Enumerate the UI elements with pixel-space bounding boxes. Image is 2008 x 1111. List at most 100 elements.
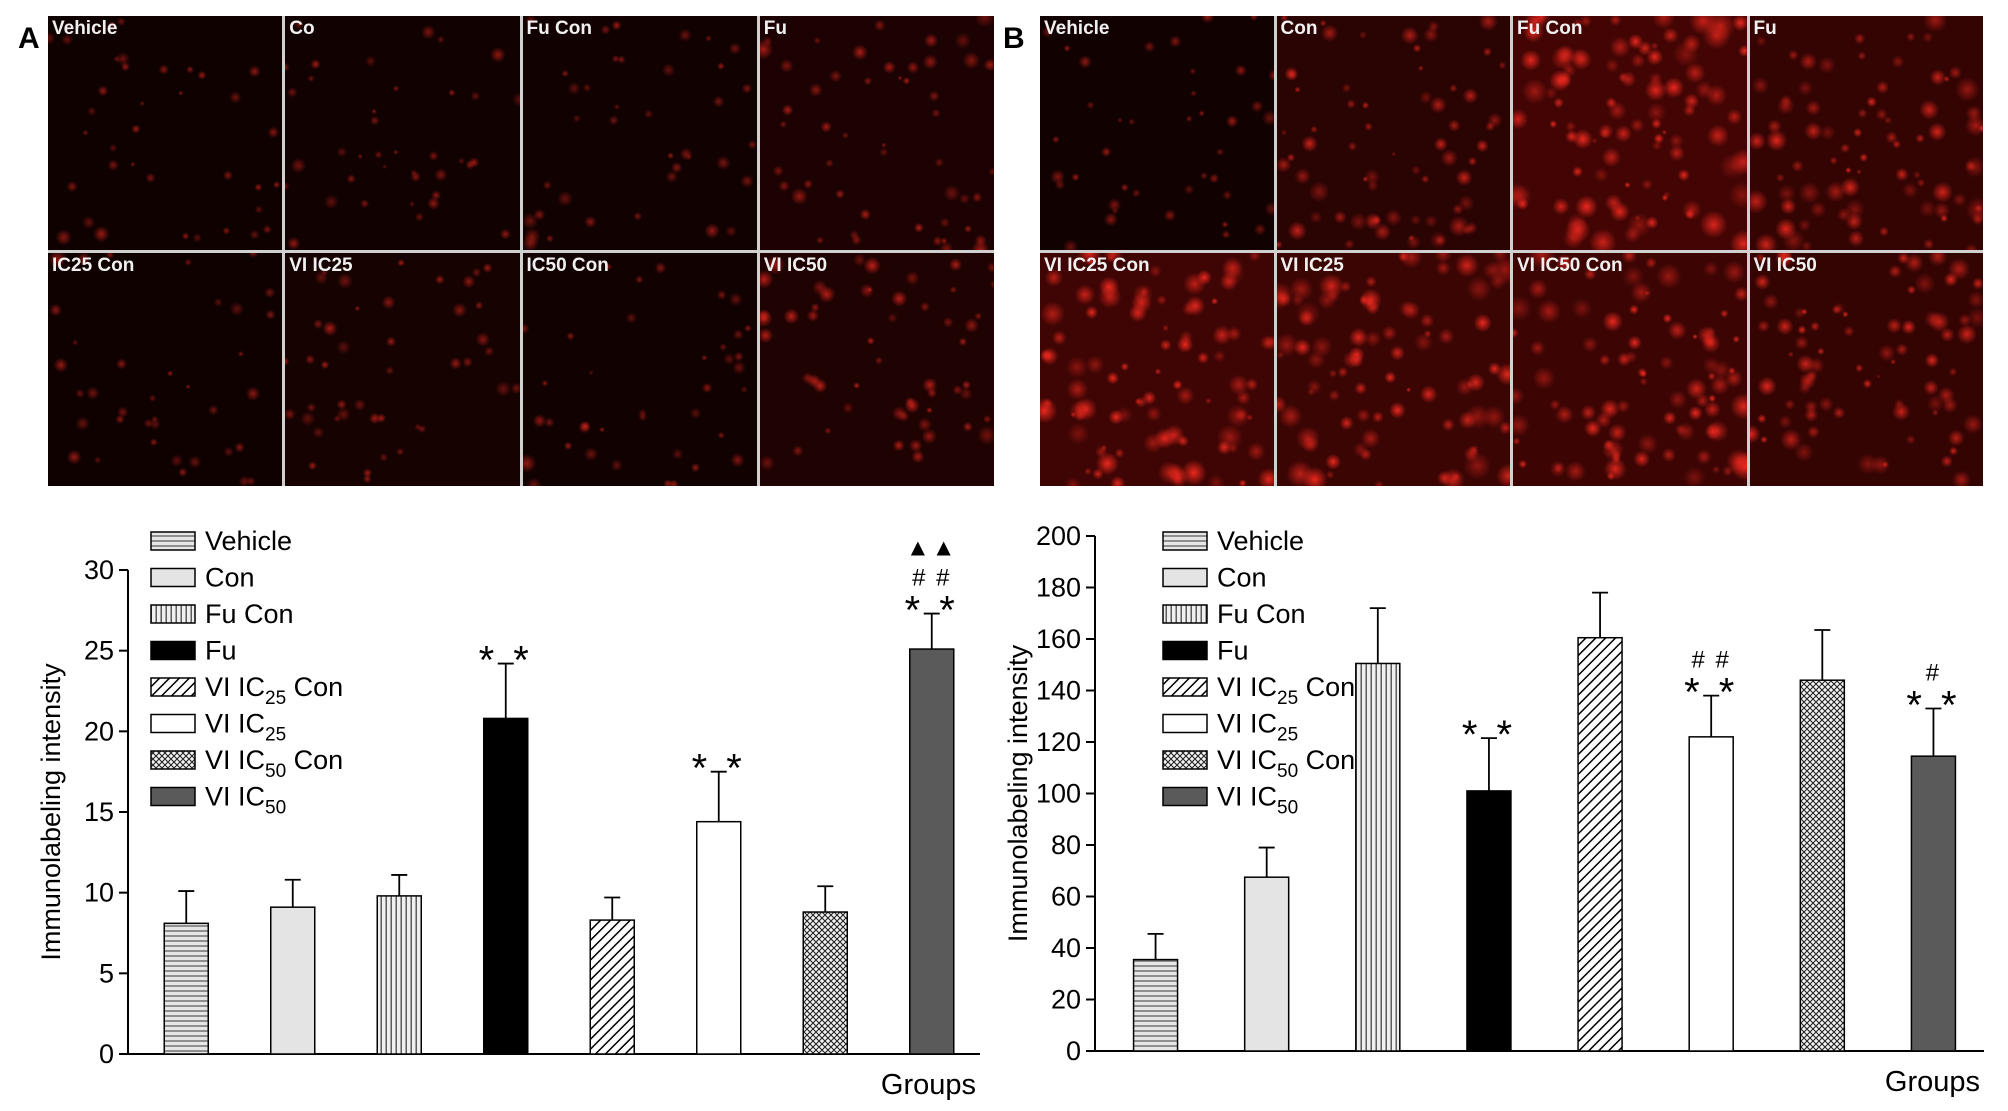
legend-label: VI IC50: [205, 782, 286, 819]
bar: [1688, 736, 1734, 1052]
y-tick-label: 200: [1036, 521, 1081, 551]
legend-swatch: [150, 604, 196, 624]
micrograph-label: VI IC25: [1280, 254, 1344, 276]
micrograph-label: VI IC50: [1753, 254, 1817, 276]
legend-swatch: [150, 531, 196, 551]
micrograph-label: Fu: [763, 18, 787, 39]
y-tick-label: 140: [1036, 676, 1081, 706]
legend-label: Vehicle: [205, 526, 292, 556]
bar: [270, 906, 316, 1055]
significance-mark: ▲▲: [906, 535, 958, 562]
legend-swatch: [150, 677, 196, 697]
micrograph: VI IC25 Con: [1040, 252, 1274, 486]
significance-mark: #: [1926, 660, 1941, 687]
legend-swatch: [150, 640, 196, 661]
y-tick-label: 0: [1066, 1036, 1081, 1066]
bar: [1355, 662, 1401, 1052]
y-tick-label: 10: [84, 878, 114, 908]
significance-mark: * *: [905, 589, 959, 633]
y-tick-label: 20: [1051, 985, 1081, 1015]
bar: [376, 895, 422, 1055]
micrograph-grid-b: Vehicle Con Fu Con Fu VI IC25 Con VI IC25 VI I…: [1040, 16, 1983, 486]
legend-swatch: [1162, 640, 1208, 661]
panel-a-letter: A: [18, 22, 40, 55]
micrograph: VI IC50: [759, 252, 994, 486]
micrograph: VI IC25: [1276, 252, 1510, 486]
bar: [163, 922, 209, 1055]
x-axis-label: Groups: [1885, 1066, 1980, 1098]
y-tick-label: 60: [1051, 882, 1081, 912]
bar: [589, 919, 635, 1055]
micrograph: Vehicle: [48, 16, 283, 250]
legend-label: VI IC25: [1217, 709, 1298, 746]
x-axis-label: Groups: [881, 1069, 976, 1101]
significance-mark: # #: [912, 565, 951, 592]
micrograph: Co: [285, 16, 520, 250]
legend-label: VI IC50 Con: [1217, 745, 1355, 782]
micrograph-label: Con: [1280, 18, 1318, 39]
y-tick-label: 80: [1051, 830, 1081, 860]
y-tick-label: 40: [1051, 933, 1081, 963]
significance-mark: * *: [1462, 713, 1516, 757]
legend-label: Fu Con: [205, 599, 294, 629]
y-tick-label: 100: [1036, 779, 1081, 809]
y-tick-label: 180: [1036, 573, 1081, 603]
micrograph-label: IC25 Con: [52, 254, 135, 276]
micrograph-label: Vehicle: [1044, 18, 1110, 39]
micrograph: VI IC50: [1749, 252, 1983, 486]
micrograph: VI IC50 Con: [1513, 252, 1747, 486]
y-tick-label: 5: [99, 958, 114, 988]
micrograph-label: Vehicle: [52, 18, 118, 39]
legend-label: Vehicle: [1217, 526, 1304, 556]
significance-mark: # #: [1692, 647, 1731, 674]
bar: [802, 911, 848, 1055]
legend-swatch: [1162, 567, 1208, 588]
bar-chart-a: 0 5 10 15 20 25 30 Immunolabeling intensity Grou…: [36, 526, 980, 1101]
y-axis-label: Immunolabeling intensity: [1003, 644, 1033, 942]
y-tick-label: 30: [84, 555, 114, 585]
bar: [1132, 958, 1179, 1052]
legend-label: Con: [1217, 563, 1267, 593]
legend-label: VI IC25: [205, 709, 286, 746]
legend-swatch: [1162, 786, 1208, 807]
legend-swatch: [1162, 604, 1208, 624]
micrograph-label: VI IC25 Con: [1044, 254, 1150, 276]
bar: [1466, 790, 1512, 1052]
micrograph: Fu Con: [1513, 16, 1747, 250]
legend-swatch: [150, 750, 196, 770]
legend-swatch: [1162, 713, 1208, 734]
legend-swatch: [150, 786, 196, 807]
micrograph-label: Co: [289, 18, 315, 39]
legend-swatch: [1162, 531, 1208, 551]
legend-swatch: [150, 567, 196, 588]
legend-label: Con: [205, 563, 255, 593]
legend-label: Fu Con: [1217, 599, 1306, 629]
y-tick-label: 20: [84, 716, 114, 746]
legend-label: VI IC25 Con: [205, 672, 343, 709]
legend-label: Fu: [1217, 636, 1249, 666]
micrograph: Vehicle: [1040, 16, 1274, 250]
legend-label: VI IC25 Con: [1217, 672, 1355, 709]
micrograph: Con: [1276, 16, 1510, 250]
micrograph-grid-a: Vehicle Co Fu Con Fu IC25 Con VI IC25 IC50 Con…: [48, 16, 994, 486]
micrograph: Fu: [1749, 16, 1983, 250]
legend-swatch: [1162, 750, 1208, 770]
y-tick-label: 25: [84, 636, 114, 666]
micrograph: Fu: [759, 16, 994, 250]
micrograph-label: VI IC50: [763, 254, 828, 276]
significance-mark: * *: [1684, 671, 1738, 715]
significance-mark: * *: [692, 747, 746, 791]
micrograph-label: Fu Con: [1517, 18, 1583, 39]
micrograph-label: Fu: [1753, 18, 1777, 39]
legend-label: Fu: [205, 636, 237, 666]
bar: [1910, 755, 1957, 1052]
micrograph: IC50 Con: [522, 252, 757, 486]
y-tick-label: 15: [84, 797, 114, 827]
y-tick-label: 120: [1036, 727, 1081, 757]
legend-swatch: [150, 713, 196, 734]
micrograph: Fu Con: [522, 16, 757, 250]
legend-label: VI IC50 Con: [205, 745, 343, 782]
micrograph-label: IC50 Con: [526, 254, 609, 276]
y-tick-label: 0: [99, 1039, 114, 1069]
legend-swatch: [1162, 677, 1208, 697]
